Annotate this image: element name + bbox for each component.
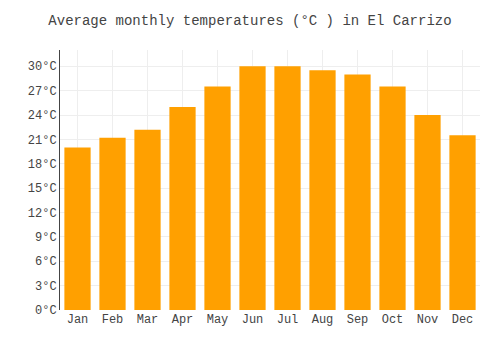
svg-text:Oct: Oct <box>382 313 404 327</box>
svg-text:Jul: Jul <box>277 313 299 327</box>
svg-text:Jan: Jan <box>67 313 89 327</box>
svg-text:0°C: 0°C <box>35 304 57 318</box>
svg-text:6°C: 6°C <box>35 255 57 269</box>
svg-text:24°C: 24°C <box>28 109 57 123</box>
svg-text:Aug: Aug <box>312 313 334 327</box>
svg-text:Nov: Nov <box>417 313 439 327</box>
svg-text:Dec: Dec <box>452 313 474 327</box>
svg-text:30°C: 30°C <box>28 60 57 74</box>
svg-text:9°C: 9°C <box>35 231 57 245</box>
svg-text:27°C: 27°C <box>28 85 57 99</box>
svg-text:May: May <box>207 313 229 327</box>
svg-text:3°C: 3°C <box>35 280 57 294</box>
svg-text:Jun: Jun <box>242 313 264 327</box>
svg-text:Apr: Apr <box>172 313 194 327</box>
svg-text:Feb: Feb <box>102 313 124 327</box>
svg-text:15°C: 15°C <box>28 182 57 196</box>
svg-text:Mar: Mar <box>137 313 159 327</box>
svg-text:Average monthly temperatures (: Average monthly temperatures (°C ) in El… <box>48 13 451 29</box>
svg-text:21°C: 21°C <box>28 134 57 148</box>
svg-text:12°C: 12°C <box>28 207 57 221</box>
svg-text:18°C: 18°C <box>28 158 57 172</box>
svg-text:Sep: Sep <box>347 313 369 327</box>
